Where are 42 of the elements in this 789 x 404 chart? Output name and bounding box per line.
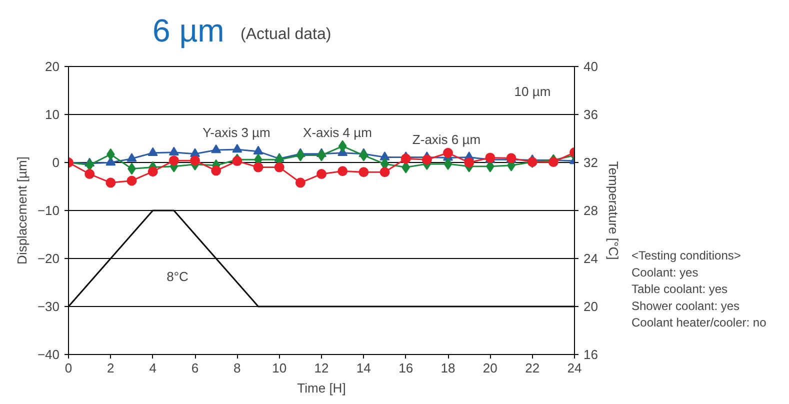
x-tick-label: 6 [191, 360, 199, 376]
annotation: 10 µm [514, 84, 551, 99]
y-tick-label: −30 [37, 299, 60, 314]
y2-tick-label: 32 [584, 155, 598, 170]
annotation: Y-axis 3 µm [202, 125, 270, 140]
annotation: 8°C [166, 269, 188, 284]
text: Table coolant: yes [632, 282, 728, 296]
x-tick-label: 10 [272, 360, 287, 376]
x-axis-title: Time [H] [297, 380, 346, 396]
y-tick-label: −40 [37, 347, 60, 362]
x-tick-label: 18 [440, 360, 456, 376]
x-tick-label: 22 [525, 360, 540, 376]
x-tick-label: 4 [149, 360, 156, 376]
x-tick-label: 8 [234, 360, 241, 376]
text: <Testing conditions> [632, 248, 741, 263]
text: Shower coolant: yes [632, 298, 740, 313]
x-tick-label: 24 [567, 360, 582, 376]
chart-subtitle: (Actual data) [240, 26, 332, 43]
text: Coolant heater/cooler: no [632, 316, 767, 330]
y-tick-label: −10 [37, 203, 60, 218]
y-tick-label: 10 [45, 107, 60, 122]
x-tick-label: 12 [314, 360, 329, 376]
x-tick-label: 20 [482, 360, 498, 376]
x-tick-label: 16 [398, 360, 414, 376]
annotation: X-axis 4 µm [303, 125, 372, 140]
y2-tick-label: 24 [584, 251, 598, 266]
text: Coolant: yes [632, 265, 698, 280]
chart-title: 6 µm [152, 12, 224, 48]
y2-tick-label: 28 [584, 203, 598, 218]
y2-tick-label: 40 [584, 59, 598, 74]
y2-tick-label: 20 [584, 299, 598, 314]
y2-tick-label: 16 [584, 347, 598, 362]
x-tick-label: 0 [64, 360, 72, 376]
y2-axis-title: Temperature [°C] [606, 161, 621, 260]
y-axis-title: Displacement [µm] [14, 156, 30, 264]
y-tick-label: 20 [45, 59, 60, 74]
annotation: Z-axis 6 µm [412, 132, 481, 147]
y-tick-label: −20 [37, 251, 60, 266]
x-tick-label: 14 [356, 360, 371, 376]
y2-tick-label: 36 [584, 107, 598, 122]
x-tick-label: 2 [107, 360, 114, 376]
y-tick-label: 0 [52, 155, 60, 170]
